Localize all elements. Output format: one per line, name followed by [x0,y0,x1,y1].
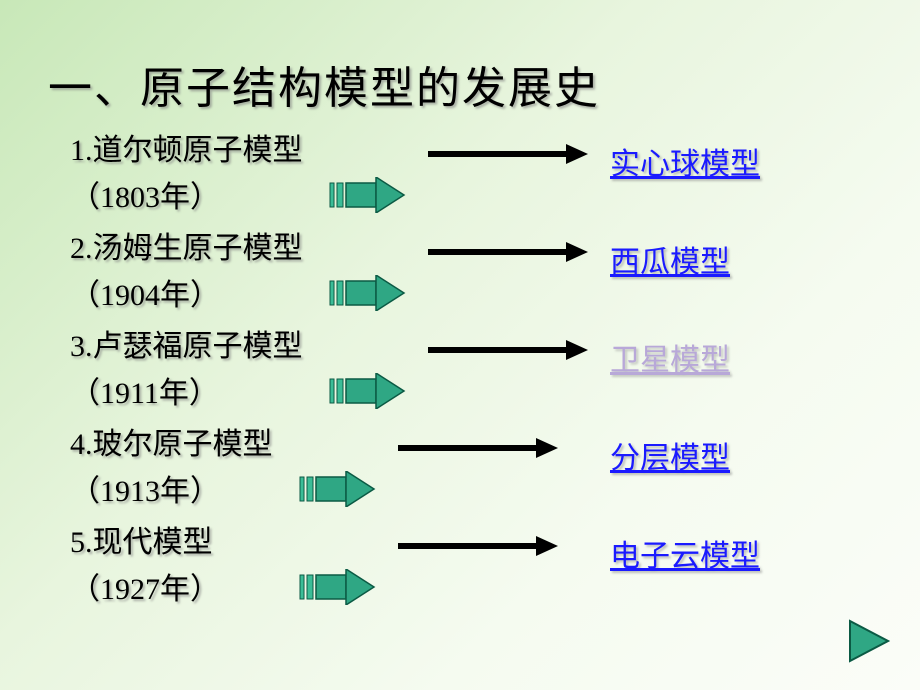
model-link[interactable]: 西瓜模型 [610,237,730,281]
content-list: 1.道尔顿原子模型 （1803年） 实心球模型 2.汤姆生原子模型 （1904年… [70,128,880,618]
model-link[interactable]: 电子云模型 [610,531,760,575]
list-item: 5.现代模型 （1927年） 电子云模型 [70,520,880,618]
list-item: 3.卢瑟福原子模型 （1911年） 卫星模型 [70,324,880,422]
green-arrow-icon [298,471,376,512]
model-link[interactable]: 分层模型 [610,433,730,477]
list-item: 2.汤姆生原子模型 （1904年） 西瓜模型 [70,226,880,324]
item-name: 1.道尔顿原子模型 [70,136,303,166]
item-name: 2.汤姆生原子模型 [70,234,303,264]
item-year: （1803年） [70,172,220,216]
green-arrow-icon [298,569,376,610]
item-year: （1904年） [70,270,220,314]
slide-title: 一、原子结构模型的发展史 [48,52,600,116]
next-slide-button[interactable] [844,617,892,670]
green-arrow-icon [328,275,406,316]
list-item: 4.玻尔原子模型 （1913年） 分层模型 [70,422,880,520]
black-arrow-icon [398,534,558,563]
green-arrow-icon [328,177,406,218]
black-arrow-icon [428,338,588,367]
black-arrow-icon [398,436,558,465]
black-arrow-icon [428,142,588,171]
item-year: （1927年） [70,564,220,608]
item-name: 5.现代模型 [70,528,213,558]
green-arrow-icon [328,373,406,414]
model-link[interactable]: 卫星模型 [610,335,730,379]
model-link[interactable]: 实心球模型 [610,139,760,183]
item-name: 4.玻尔原子模型 [70,430,273,460]
item-name: 3.卢瑟福原子模型 [70,332,303,362]
list-item: 1.道尔顿原子模型 （1803年） 实心球模型 [70,128,880,226]
item-year: （1911年） [70,368,219,412]
black-arrow-icon [428,240,588,269]
item-year: （1913年） [70,466,220,510]
